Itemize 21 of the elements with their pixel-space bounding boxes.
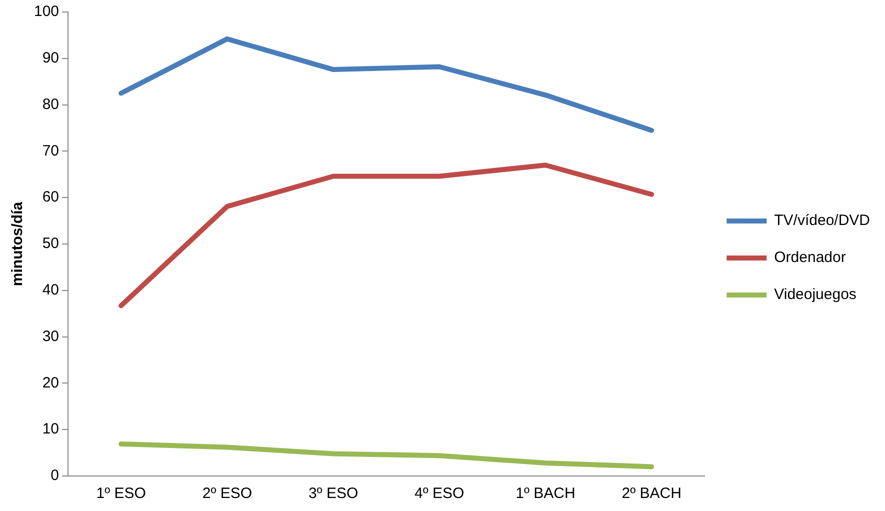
y-tick-label: 100 <box>34 3 60 20</box>
y-tick-label: 60 <box>42 188 60 206</box>
x-tick-label: 2º BACH <box>622 485 682 502</box>
y-tick-label: 80 <box>42 96 60 113</box>
legend-label: TV/vídeo/DVD <box>774 212 870 230</box>
x-tick-label: 3º ESO <box>308 485 358 502</box>
y-tick-label: 0 <box>50 467 60 484</box>
y-tick-label: 50 <box>42 235 60 252</box>
y-tick-label: 90 <box>42 50 60 67</box>
x-tick-label: 1º BACH <box>516 485 576 502</box>
x-tick-label: 2º ESO <box>202 485 252 502</box>
y-tick-label: 30 <box>42 328 60 345</box>
legend-label: Videojuegos <box>774 286 856 304</box>
y-tick-label: 70 <box>42 142 60 160</box>
y-tick-label: 40 <box>42 282 60 299</box>
x-tick-label: 1º ESO <box>96 485 146 502</box>
y-axis-title: minutos/día <box>9 201 26 286</box>
y-tick-label: 10 <box>42 420 60 438</box>
y-tick-label: 20 <box>42 374 60 392</box>
x-tick-label: 4º ESO <box>414 485 464 502</box>
legend-label: Ordenador <box>774 249 846 266</box>
